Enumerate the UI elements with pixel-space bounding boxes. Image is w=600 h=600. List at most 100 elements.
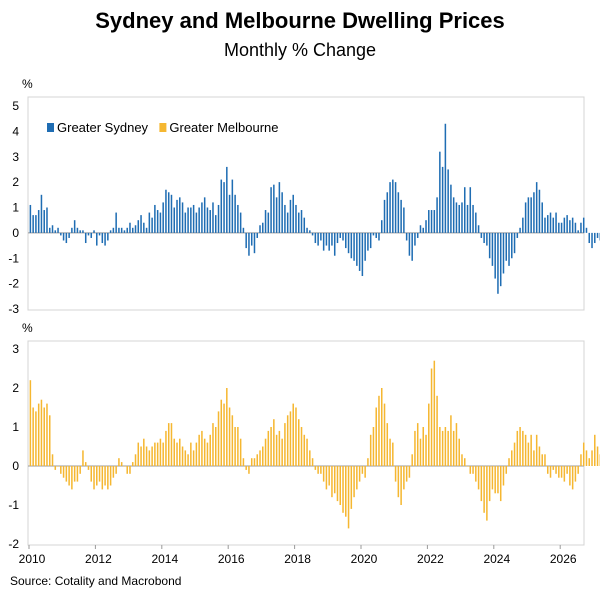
bar: [29, 380, 32, 466]
bar: [499, 232, 502, 287]
bar: [472, 204, 474, 233]
bar: [441, 166, 444, 233]
bar: [226, 166, 228, 233]
bar: [32, 407, 34, 466]
bar: [209, 434, 211, 466]
bar: [569, 220, 571, 233]
bar: [192, 450, 195, 466]
bar: [544, 217, 546, 233]
bar: [430, 368, 433, 466]
bar: [262, 222, 264, 233]
bar: [176, 442, 178, 466]
bar: [71, 466, 73, 490]
bar: [214, 427, 217, 466]
bar: [300, 427, 303, 466]
bar: [179, 197, 181, 233]
bar: [245, 466, 247, 470]
bar: [444, 123, 447, 233]
bar: [179, 438, 181, 466]
bar: [159, 438, 162, 466]
bar: [187, 454, 189, 466]
bar: [582, 442, 585, 466]
bar: [461, 202, 463, 233]
bar: [314, 466, 317, 470]
bar: [585, 227, 588, 233]
bar: [558, 222, 560, 233]
bar: [502, 466, 505, 486]
bar: [400, 199, 402, 233]
bar: [234, 427, 236, 466]
bar: [82, 450, 84, 466]
bar: [541, 202, 543, 233]
bar: [162, 442, 164, 466]
bar: [472, 466, 474, 474]
bar: [109, 466, 112, 486]
bar: [201, 430, 203, 466]
bar: [84, 232, 87, 244]
bar: [571, 217, 574, 233]
x-tick-label: 2012: [85, 552, 112, 566]
bar: [378, 395, 380, 466]
bar: [98, 232, 101, 236]
y-tick-label: 3: [12, 150, 19, 164]
bar: [145, 446, 148, 466]
bar: [358, 466, 361, 482]
bar: [173, 207, 176, 233]
x-tick-label: 2010: [19, 552, 46, 566]
bar: [394, 182, 397, 233]
bar: [101, 466, 104, 490]
x-tick-label: 2024: [483, 552, 510, 566]
bar: [392, 442, 394, 466]
bar: [447, 430, 449, 466]
bar: [65, 466, 68, 482]
bar: [259, 450, 261, 466]
bar: [345, 232, 347, 249]
bar: [580, 222, 582, 233]
bar: [546, 215, 549, 233]
bar: [248, 466, 250, 474]
bar: [519, 427, 521, 466]
bar: [60, 466, 62, 474]
bar: [408, 232, 411, 256]
bar: [580, 454, 582, 466]
bar: [535, 434, 538, 466]
bar: [203, 438, 206, 466]
bar: [566, 215, 568, 233]
bar: [120, 462, 123, 466]
bar: [333, 232, 336, 256]
bar: [386, 192, 389, 233]
bar: [190, 442, 192, 466]
bar: [524, 434, 527, 466]
bar: [151, 217, 153, 233]
bar: [126, 466, 128, 474]
bar: [37, 210, 40, 233]
bar: [322, 466, 325, 482]
bar: [123, 466, 126, 467]
bar: [475, 212, 477, 233]
bar: [292, 403, 294, 466]
x-tick-label: 2022: [417, 552, 444, 566]
bar: [369, 434, 372, 466]
bar: [317, 466, 319, 474]
bar: [234, 194, 236, 233]
y-tick-label: 1: [12, 420, 19, 434]
bar: [96, 466, 98, 486]
bar: [336, 232, 339, 244]
y-tick-label: 4: [12, 124, 19, 138]
bar: [228, 194, 231, 233]
bar: [508, 232, 510, 266]
bar: [347, 232, 350, 254]
bar: [511, 450, 513, 466]
bar: [447, 169, 449, 233]
bar: [552, 217, 555, 233]
bar: [416, 423, 419, 466]
bar: [414, 232, 416, 246]
bar: [513, 232, 516, 254]
bar: [129, 222, 131, 233]
bar: [505, 466, 508, 474]
bar: [358, 232, 361, 271]
bar: [253, 232, 256, 254]
bar: [275, 197, 278, 233]
bar: [134, 454, 137, 466]
bar: [62, 466, 65, 478]
